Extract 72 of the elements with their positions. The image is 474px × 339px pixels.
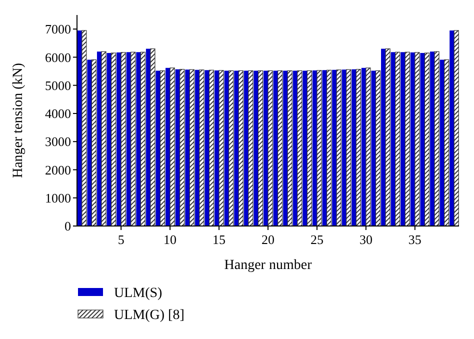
bar xyxy=(283,70,288,226)
y-tick-label: 6000 xyxy=(45,50,71,65)
bar xyxy=(208,70,214,226)
bar xyxy=(326,70,332,226)
bar xyxy=(346,69,352,226)
x-tick-label: 35 xyxy=(408,232,422,247)
bar xyxy=(228,70,234,226)
x-tick-label: 10 xyxy=(164,232,177,247)
bar xyxy=(395,52,400,226)
bar xyxy=(450,30,454,226)
bar xyxy=(87,60,92,226)
bar xyxy=(306,70,312,226)
bar xyxy=(404,52,410,226)
bar xyxy=(189,69,194,226)
bar xyxy=(444,59,450,226)
bar xyxy=(420,52,425,226)
bar xyxy=(101,51,106,226)
bar xyxy=(254,70,258,226)
bar xyxy=(454,30,459,226)
bar xyxy=(414,52,420,226)
y-tick-label: 3000 xyxy=(45,134,71,150)
bar xyxy=(234,70,239,226)
x-axis-title: Hanger number xyxy=(224,258,312,273)
x-tick-label: 30 xyxy=(359,232,372,247)
legend-label: ULM(S) xyxy=(114,286,163,301)
bar xyxy=(316,70,322,226)
bar xyxy=(238,70,244,226)
bar xyxy=(248,70,254,226)
bar xyxy=(150,48,156,226)
x-tick-label: 25 xyxy=(310,232,324,247)
bar xyxy=(136,52,141,226)
y-tick-label: 4000 xyxy=(45,106,71,122)
bar xyxy=(424,52,430,226)
bar xyxy=(287,70,292,226)
bar xyxy=(91,59,96,226)
bar xyxy=(130,52,136,226)
bar xyxy=(375,70,381,226)
x-tick-label: 20 xyxy=(262,232,274,247)
legend-label: ULM(G) [8] xyxy=(114,308,184,323)
bar xyxy=(218,70,224,226)
bar xyxy=(116,52,122,226)
bar xyxy=(302,70,308,226)
bar xyxy=(352,69,356,226)
x-tick-label: 5 xyxy=(118,232,124,247)
y-tick-label: 5000 xyxy=(45,78,71,93)
bar xyxy=(204,70,210,226)
bar xyxy=(297,70,302,226)
bar xyxy=(356,68,361,226)
bar xyxy=(160,70,166,226)
bar xyxy=(268,70,273,226)
x-tick-label: 15 xyxy=(212,232,226,247)
bar xyxy=(336,70,342,226)
bar xyxy=(120,52,126,226)
bar xyxy=(180,68,185,226)
bar xyxy=(371,70,376,226)
bar xyxy=(140,52,146,226)
y-tick-label: 0 xyxy=(64,218,71,234)
y-axis-title: Hanger tension (kN) xyxy=(11,62,26,178)
bar xyxy=(366,68,371,226)
bar xyxy=(400,52,406,226)
y-tick-label: 7000 xyxy=(45,22,71,37)
bar xyxy=(434,51,440,226)
y-tick-label: 2000 xyxy=(45,162,71,178)
bar xyxy=(82,30,87,226)
bar xyxy=(185,70,190,226)
bar xyxy=(170,68,175,226)
bar xyxy=(199,70,204,226)
y-tick-label: 1000 xyxy=(45,190,71,206)
bar xyxy=(385,48,390,226)
bar xyxy=(258,70,264,226)
bar xyxy=(277,70,283,226)
bar xyxy=(110,52,116,226)
